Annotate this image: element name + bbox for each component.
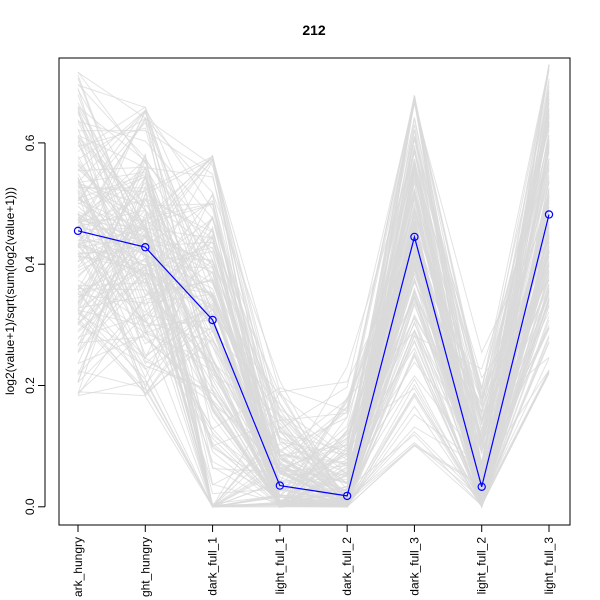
- background-line: [77, 95, 550, 430]
- x-tick-label-light_full_3: light_full_3: [542, 537, 556, 595]
- background-line: [77, 174, 550, 465]
- x-tick-label-light_hungry: ght_hungry: [138, 537, 152, 597]
- background-line: [77, 139, 550, 506]
- data-point-dark_full_1: [208, 315, 217, 325]
- x-axis: ark_hungry ght_hungry dark_full_1 light_ful…: [71, 524, 556, 597]
- data-point-dark_full_2: [342, 491, 352, 501]
- background-line: [77, 250, 550, 504]
- y-axis: 0.0 0.2 0.4 0.6: [23, 134, 46, 515]
- background-line: [77, 235, 550, 508]
- background-line: [77, 96, 550, 507]
- background-line: [77, 198, 550, 508]
- x-tick-label-dark_hungry: ark_hungry: [71, 537, 85, 597]
- background-line: [77, 66, 550, 492]
- x-tick-label-light_full_1: light_full_1: [273, 537, 287, 595]
- data-point-light_full_3: [544, 210, 554, 219]
- y-tick-label: 0.2: [23, 377, 37, 394]
- background-line: [77, 109, 550, 504]
- highlighted-series-line: [77, 214, 550, 497]
- y-axis-label: log2(value+1)/sqrt(sum(log2(value+1))): [3, 187, 17, 395]
- x-tick-label-dark_full_2: dark_full_2: [340, 537, 354, 596]
- data-point-dark_full_3: [410, 232, 419, 242]
- data-point-light_full_2: [477, 482, 486, 491]
- background-line: [77, 164, 550, 508]
- y-tick-label: 0.0: [23, 498, 37, 515]
- background-line: [77, 206, 550, 508]
- data-point-light_full_1: [275, 481, 285, 490]
- background-line: [77, 158, 550, 486]
- x-tick-label-dark_full_1: dark_full_1: [206, 537, 220, 596]
- x-tick-label-dark_full_3: dark_full_3: [407, 537, 421, 596]
- data-point-dark_hungry: [73, 226, 83, 236]
- background-line: [77, 250, 550, 504]
- background-line: [77, 188, 550, 502]
- highlighted-series: [73, 210, 554, 501]
- background-line: [77, 154, 550, 508]
- chart-title: 212: [302, 22, 326, 38]
- y-tick-label: 0.4: [23, 256, 37, 273]
- y-tick-label: 0.6: [23, 134, 37, 151]
- x-tick-label-light_full_2: light_full_2: [475, 537, 489, 595]
- background-line: [77, 164, 550, 476]
- data-point-light_hungry: [141, 243, 150, 252]
- background-lines: [77, 64, 550, 509]
- background-line: [77, 158, 550, 478]
